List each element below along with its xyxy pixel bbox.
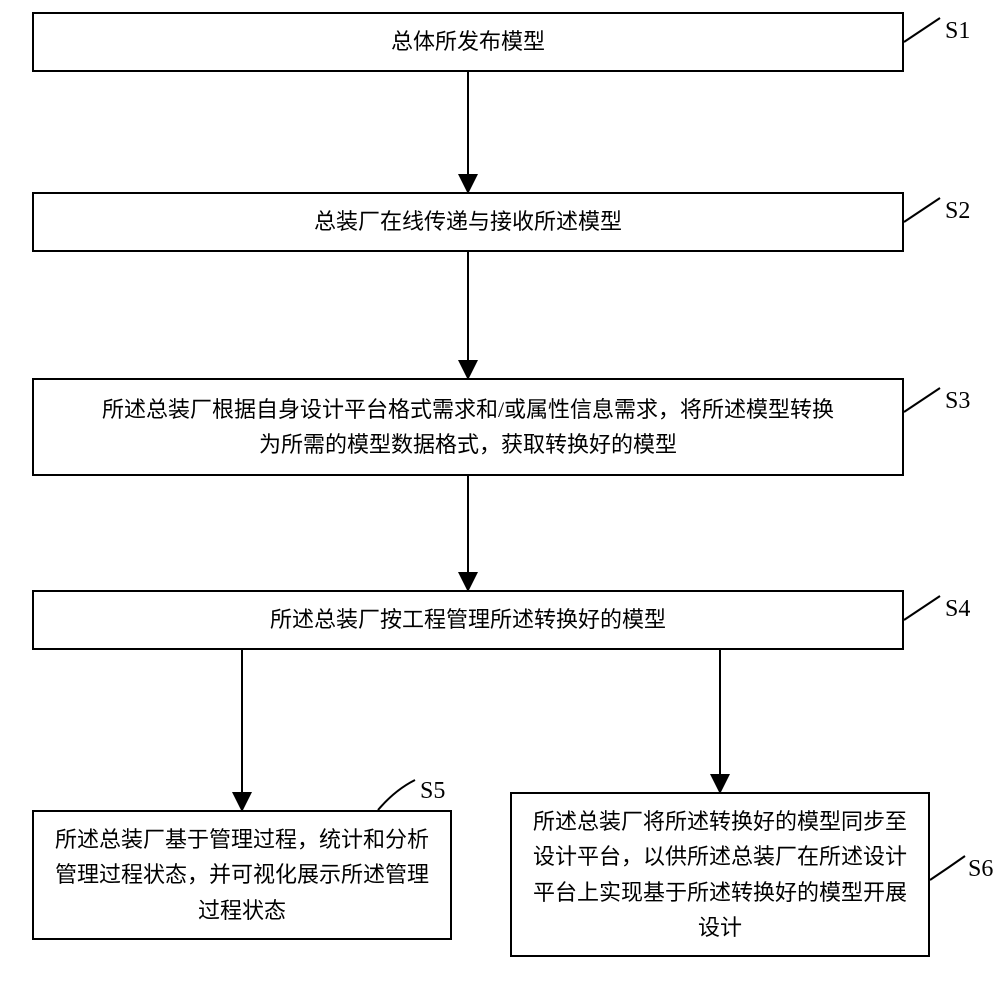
step-s3-label: S3 [945,388,970,415]
step-s2-text: 总装厂在线传递与接收所述模型 [314,204,622,239]
flowchart-container: 总体所发布模型 S1 总装厂在线传递与接收所述模型 S2 所述总装厂根据自身设计… [0,0,1000,987]
step-s4-box: 所述总装厂按工程管理所述转换好的模型 [32,590,904,650]
curve-s1 [904,18,940,42]
step-s5-text: 所述总装厂基于管理过程，统计和分析管理过程状态，并可视化展示所述管理过程状态 [54,822,430,928]
step-s3-box: 所述总装厂根据自身设计平台格式需求和/或属性信息需求，将所述模型转换为所需的模型… [32,378,904,476]
step-s4-label: S4 [945,596,970,623]
step-s5-label: S5 [420,778,445,805]
step-s6-label: S6 [968,856,993,883]
step-s1-label: S1 [945,18,970,45]
step-s6-box: 所述总装厂将所述转换好的模型同步至设计平台，以供所述总装厂在所述设计平台上实现基… [510,792,930,957]
curve-s5 [378,780,415,810]
step-s2-label: S2 [945,198,970,225]
step-s6-text: 所述总装厂将所述转换好的模型同步至设计平台，以供所述总装厂在所述设计平台上实现基… [532,804,908,945]
step-s4-text: 所述总装厂按工程管理所述转换好的模型 [270,602,666,637]
curve-s3 [904,388,940,412]
step-s2-box: 总装厂在线传递与接收所述模型 [32,192,904,252]
step-s3-text: 所述总装厂根据自身设计平台格式需求和/或属性信息需求，将所述模型转换为所需的模型… [94,392,842,462]
step-s5-box: 所述总装厂基于管理过程，统计和分析管理过程状态，并可视化展示所述管理过程状态 [32,810,452,940]
curve-s6 [930,856,965,880]
curve-s2 [904,198,940,222]
step-s1-text: 总体所发布模型 [391,24,545,59]
step-s1-box: 总体所发布模型 [32,12,904,72]
curve-s4 [904,596,940,620]
